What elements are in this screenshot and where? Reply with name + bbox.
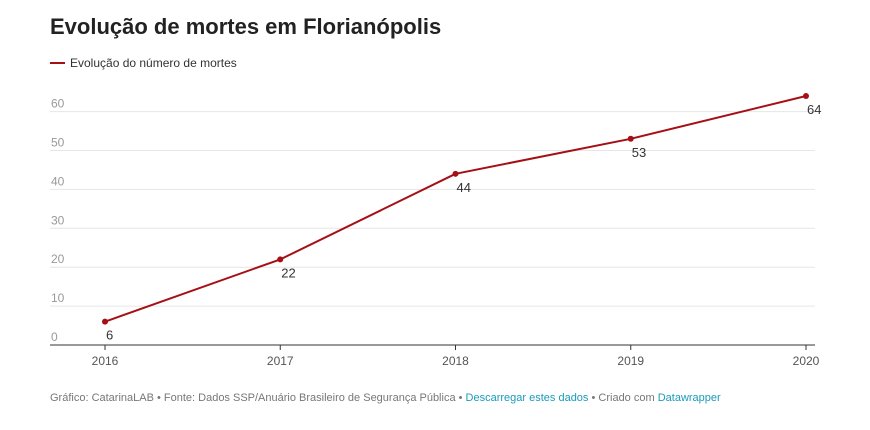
data-point: [803, 93, 809, 99]
footer: Gráfico: CatarinaLAB • Fonte: Dados SSP/…: [50, 392, 721, 404]
y-tick-label: 30: [51, 213, 65, 227]
data-point: [452, 170, 459, 177]
y-tick-label: 0: [51, 330, 58, 344]
x-tick-label: 2016: [92, 354, 119, 368]
y-tick-label: 50: [51, 135, 65, 149]
footer-created: • Criado com: [588, 392, 658, 404]
y-tick-label: 40: [51, 174, 65, 188]
series-line: [104, 95, 807, 323]
data-point: [627, 135, 634, 142]
y-tick-label: 10: [51, 291, 65, 305]
legend: Evolução do número de mortes: [50, 56, 237, 70]
data-point: [102, 318, 108, 325]
data-label: 22: [281, 265, 295, 280]
datawrapper-link[interactable]: Datawrapper: [657, 392, 721, 404]
chart-title: Evolução de mortes em Florianópolis: [50, 14, 442, 39]
download-data-link[interactable]: Descarregar estes dados: [465, 392, 589, 404]
footer-source: Gráfico: CatarinaLAB • Fonte: Dados SSP/…: [50, 392, 466, 404]
data-label: 64: [807, 102, 821, 117]
x-tick-label: 2017: [267, 354, 294, 368]
x-tick-label: 2018: [442, 354, 469, 368]
data-label: 44: [457, 180, 471, 195]
y-tick-label: 60: [51, 97, 65, 111]
x-tick-label: 2019: [617, 354, 644, 368]
y-tick-label: 20: [51, 252, 65, 266]
legend-label: Evolução do número de mortes: [70, 56, 237, 70]
data-label: 6: [106, 328, 113, 343]
legend-swatch: [50, 62, 65, 64]
data-label: 53: [632, 145, 646, 160]
x-tick-label: 2020: [793, 354, 820, 368]
data-point: [277, 256, 284, 263]
